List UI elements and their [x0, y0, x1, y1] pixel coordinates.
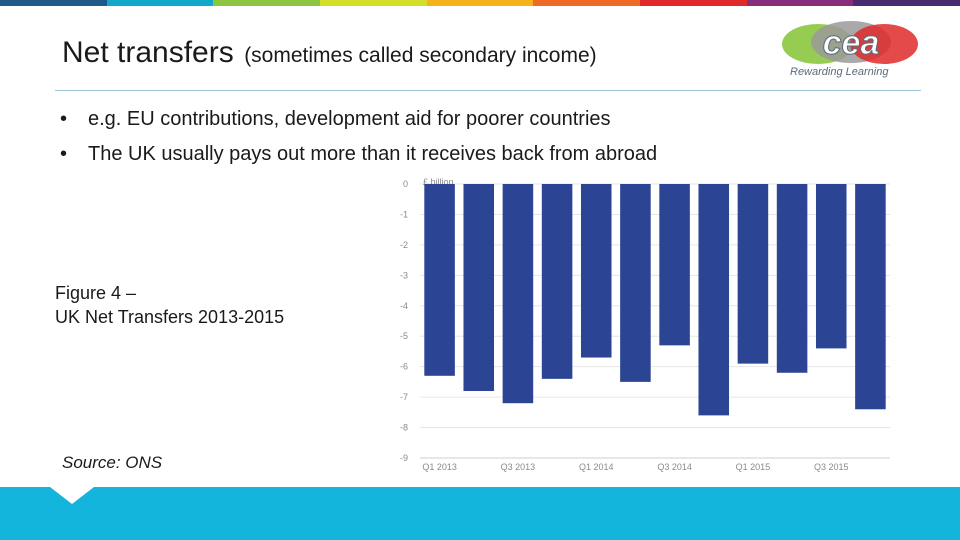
bullet-item: • e.g. EU contributions, development aid …: [60, 102, 657, 137]
x-tick-label: Q1 2014: [579, 462, 614, 472]
bar-q4-2015: [855, 184, 886, 410]
x-tick-label: Q3 2014: [657, 462, 692, 472]
bullet-dot-icon: •: [60, 108, 68, 130]
logo-mark-icon: cea: [782, 21, 918, 64]
stripe-segment: [0, 0, 107, 6]
bar-q2-2015: [776, 184, 808, 373]
bar-q1-2013: [424, 184, 455, 376]
y-tick-label: -4: [400, 301, 408, 311]
bullet-item: • The UK usually pays out more than it re…: [60, 137, 657, 172]
bar-q1-2015: [737, 184, 769, 364]
bottom-band: [0, 487, 960, 540]
bar-q3-2015: [815, 184, 847, 349]
logo-letters: cea: [823, 24, 880, 62]
y-tick-label: -6: [400, 362, 408, 372]
title-main: Net transfers: [62, 36, 234, 69]
y-tick-label: -8: [400, 423, 408, 433]
y-tick-label: -1: [400, 209, 408, 219]
bar-q3-2013: [502, 184, 534, 404]
stripe-segment: [853, 0, 960, 6]
bullet-text: e.g. EU contributions, development aid f…: [88, 108, 611, 130]
bar-q2-2014: [620, 184, 651, 382]
title-divider: [55, 90, 921, 91]
stripe-segment: [320, 0, 427, 6]
bar-q4-2014: [698, 184, 730, 416]
stripe-segment: [746, 0, 854, 6]
source-note: Source: ONS: [62, 453, 163, 472]
caption-line-2: UK Net Transfers 2013-2015: [55, 307, 285, 327]
bar-q2-2013: [463, 184, 495, 392]
logo-tagline: Rewarding Learning: [790, 66, 889, 78]
net-transfers-bar-chart: 0 -1 -2 -3 -4 -5 -6 -7 -8 -9 £ billion Q1 2013 Q3 20…: [400, 177, 890, 472]
bullet-list: • e.g. EU contributions, development aid …: [60, 102, 657, 172]
title-subtitle: (sometimes called secondary income): [244, 44, 597, 67]
x-tick-label: Q1 2015: [736, 462, 771, 472]
bullet-text: The UK usually pays out more than it rec…: [88, 143, 658, 165]
ccea-logo: cea Rewarding Learning: [776, 20, 926, 82]
bar-q3-2014: [659, 184, 690, 346]
stripe-segment: [533, 0, 641, 6]
caption-line-1: Figure 4 –: [55, 283, 137, 303]
x-tick-label: Q1 2013: [422, 462, 457, 472]
x-tick-label: Q3 2013: [501, 462, 536, 472]
y-tick-label: 0: [403, 179, 408, 189]
stripe-segment: [640, 0, 747, 6]
figure-caption: Figure 4 – UK Net Transfers 2013-2015: [55, 281, 284, 329]
bullet-dot-icon: •: [60, 143, 68, 165]
bottom-notch: [50, 487, 94, 504]
y-tick-label: -5: [400, 331, 408, 341]
bar-q4-2013: [541, 184, 573, 379]
stripe-segment: [213, 0, 321, 6]
y-tick-label: -9: [400, 453, 408, 463]
y-tick-label: -2: [400, 240, 408, 250]
y-tick-label: -7: [400, 392, 408, 402]
y-tick-label: -3: [400, 270, 408, 280]
top-color-stripe: [0, 0, 960, 6]
bar-q1-2014: [580, 184, 612, 358]
x-tick-label: Q3 2015: [814, 462, 849, 472]
stripe-segment: [426, 0, 534, 6]
page-title: Net transfers (sometimes called secondar…: [62, 36, 597, 70]
stripe-segment: [106, 0, 214, 6]
y-axis-label: £ billion: [423, 177, 454, 187]
